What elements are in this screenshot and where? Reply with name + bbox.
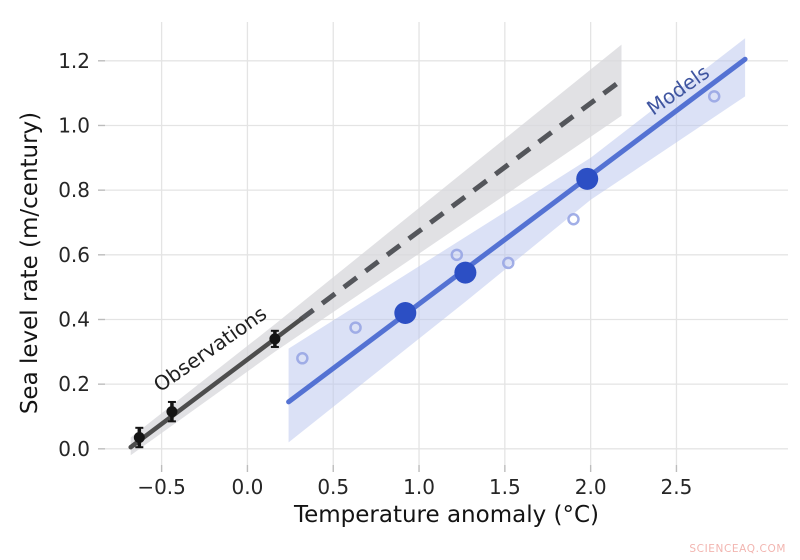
observation-data-point: [133, 432, 145, 444]
model-highlight-point: [454, 261, 477, 284]
y-tick-label: 1.2: [58, 49, 90, 73]
y-tick-label: 0.0: [58, 437, 90, 461]
observation-data-point: [166, 406, 178, 418]
model-scatter-point: [707, 90, 721, 103]
y-tick-label: 0.4: [58, 307, 90, 331]
y-tick-label: 0.2: [58, 372, 90, 396]
x-axis-title: Temperature anomaly (°C): [293, 502, 600, 528]
x-tick-label: 2.0: [575, 475, 607, 499]
x-tick-label: 2.5: [661, 475, 693, 499]
x-tick-label: 1.0: [403, 475, 435, 499]
model-scatter-point: [450, 248, 464, 262]
y-tick-label: 0.8: [58, 178, 90, 202]
model-highlight-point: [394, 302, 417, 325]
x-tick-label: 0.0: [232, 475, 264, 499]
y-axis-title: Sea level rate (m/century): [17, 111, 43, 415]
model-highlight-point: [576, 167, 599, 190]
y-tick-label: 1.0: [58, 113, 90, 137]
x-tick-label: 1.5: [489, 475, 521, 499]
model-scatter-point: [349, 321, 362, 334]
observations-extrapolation-dashed-line: [299, 78, 623, 322]
observation-data-point: [269, 333, 281, 345]
models-confidence-band: [288, 38, 746, 443]
models-fit-line: [286, 56, 748, 405]
model-scatter-point: [567, 212, 580, 226]
watermark: SCIENCEAQ.COM: [689, 543, 786, 555]
model-scatter-point: [296, 352, 309, 365]
model-scatter-point: [502, 256, 515, 270]
x-tick-label: 0.5: [317, 475, 349, 499]
x-tick-label: −0.5: [137, 475, 186, 499]
y-tick-label: 0.6: [58, 243, 90, 267]
